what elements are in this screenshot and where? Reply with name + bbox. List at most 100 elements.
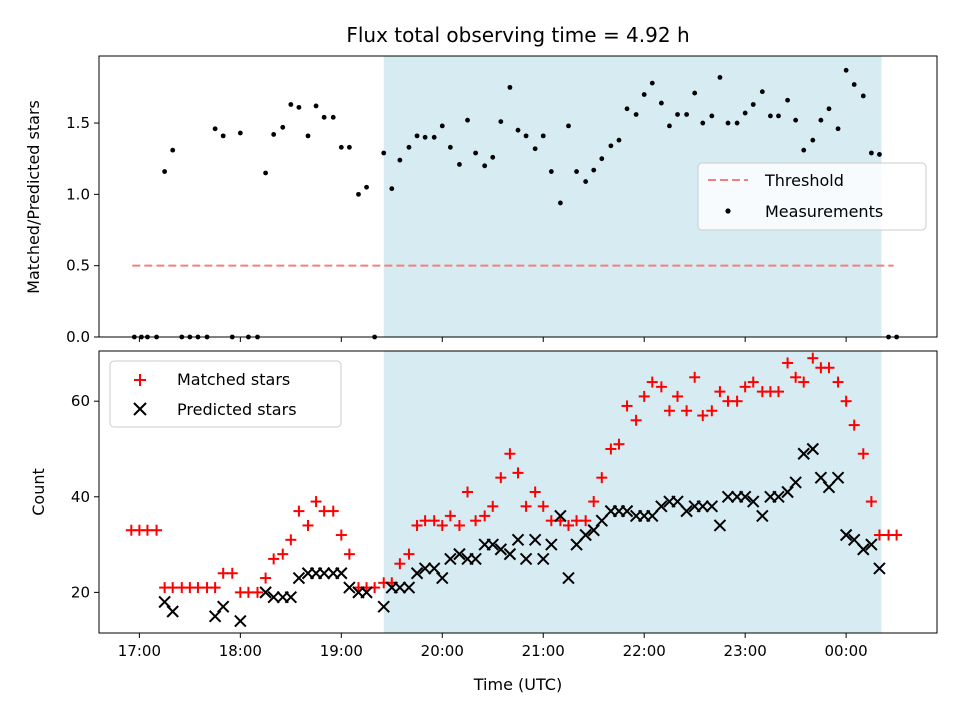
measurement-point xyxy=(170,147,176,153)
predicted-star-point xyxy=(335,567,348,580)
matched-star-point xyxy=(596,472,608,484)
x-axis-label: Time (UTC) xyxy=(473,675,562,694)
predicted-star-point xyxy=(814,471,828,484)
measurement-point xyxy=(750,102,756,107)
measurement-point xyxy=(624,106,630,112)
predicted-star-point xyxy=(696,500,709,513)
measurement-point xyxy=(860,93,866,99)
predicted-star-point xyxy=(259,586,272,599)
y-tick-label: 20 xyxy=(71,583,90,601)
measurement-point xyxy=(667,123,672,129)
matched-star-point xyxy=(495,472,507,484)
matched-star-point xyxy=(731,395,743,407)
measurement-point xyxy=(422,134,428,140)
measurement-point xyxy=(616,137,622,143)
top-legend: Threshold Measurements xyxy=(697,162,927,231)
x-tick-label: 19:00 xyxy=(320,642,363,660)
predicted-star-point xyxy=(680,504,693,518)
predicted-star-point xyxy=(756,509,769,523)
measurement-point xyxy=(305,133,311,139)
predicted-star-point xyxy=(721,490,735,503)
top-panel: 0.0 0.5 1.0 1.5 Matched/Predicted stars Thr… xyxy=(24,55,938,346)
matched-star-point xyxy=(848,419,860,431)
matched-star-point xyxy=(512,467,524,479)
predicted-star-point xyxy=(410,567,424,580)
measurement-point xyxy=(473,150,478,156)
matched-star-point xyxy=(630,414,642,426)
matched-star-point xyxy=(714,386,726,398)
matched-star-point xyxy=(226,567,238,579)
matched-star-point xyxy=(580,515,592,527)
matched-star-point xyxy=(790,371,802,383)
matched-star-point xyxy=(646,376,658,388)
matched-star-point xyxy=(453,519,465,531)
matched-star-point xyxy=(613,438,625,450)
y-tick-label: 40 xyxy=(71,488,90,506)
matched-star-point xyxy=(285,534,297,546)
matched-star-point xyxy=(672,390,684,402)
legend-matched-swatch xyxy=(134,374,146,386)
bottom-y-axis-label: Count xyxy=(29,468,48,516)
predicted-star-point xyxy=(705,500,719,513)
predicted-star-point xyxy=(620,504,634,518)
matched-star-point xyxy=(655,381,667,393)
measurement-point xyxy=(263,170,268,176)
measurement-point xyxy=(381,150,387,156)
predicted-star-point xyxy=(528,533,542,547)
matched-star-point xyxy=(823,362,835,374)
measurement-point xyxy=(717,74,723,80)
predicted-star-point xyxy=(158,595,171,609)
predicted-star-point xyxy=(166,605,179,618)
matched-star-point xyxy=(520,500,532,512)
predicted-star-point xyxy=(857,543,870,556)
predicted-star-point xyxy=(806,442,820,456)
measurement-point xyxy=(431,134,437,140)
bottom-axis-ticks: 20 40 60 17:00 18:00 19:00 20:00 21:00 22:00 23:0… xyxy=(71,392,868,660)
bottom-legend: Matched stars Predicted stars xyxy=(109,360,342,428)
predicted-star-point xyxy=(360,586,373,599)
measurement-point xyxy=(641,92,647,97)
measurement-point xyxy=(742,110,748,116)
matched-star-point xyxy=(479,510,491,522)
measurement-point xyxy=(457,162,462,167)
predicted-star-point xyxy=(848,533,861,547)
predicted-star-point xyxy=(562,571,575,585)
measurement-point xyxy=(591,167,597,173)
predicted-star-point xyxy=(284,590,298,604)
predicted-star-point xyxy=(216,600,230,613)
top-axis-ticks: 0.0 0.5 1.0 1.5 xyxy=(66,114,847,346)
measurement-point xyxy=(364,184,369,190)
matched-star-point xyxy=(504,448,516,460)
predicted-star-point xyxy=(831,471,845,484)
predicted-star-point xyxy=(444,552,457,566)
matched-star-point xyxy=(470,515,482,527)
matched-star-point xyxy=(747,376,759,388)
measurement-point xyxy=(776,113,781,119)
predicted-star-point xyxy=(343,581,356,594)
matched-star-point xyxy=(302,519,314,531)
measurement-point xyxy=(810,137,816,143)
y-tick-label: 0.5 xyxy=(66,257,90,275)
measurement-point xyxy=(608,143,614,149)
matched-star-point xyxy=(436,519,448,531)
matched-star-point xyxy=(739,381,751,393)
measurement-point xyxy=(237,130,243,136)
predicted-star-point xyxy=(738,490,752,503)
observing-window xyxy=(383,351,882,633)
matched-star-point xyxy=(621,400,633,412)
predicted-star-point xyxy=(402,581,416,594)
measurement-point xyxy=(734,120,740,126)
measurement-point xyxy=(725,120,731,126)
measurement-point xyxy=(785,97,790,103)
measurement-point xyxy=(507,84,513,90)
measurement-point xyxy=(162,169,168,174)
predicted-star-point xyxy=(865,538,878,551)
matched-star-point xyxy=(310,496,322,508)
measurement-point xyxy=(498,119,504,125)
measurement-point xyxy=(271,132,277,137)
measurement-point xyxy=(532,146,538,152)
predicted-star-point xyxy=(503,547,517,561)
measurement-point xyxy=(548,169,554,174)
predicted-star-point xyxy=(511,533,525,547)
measurement-point xyxy=(843,67,849,73)
